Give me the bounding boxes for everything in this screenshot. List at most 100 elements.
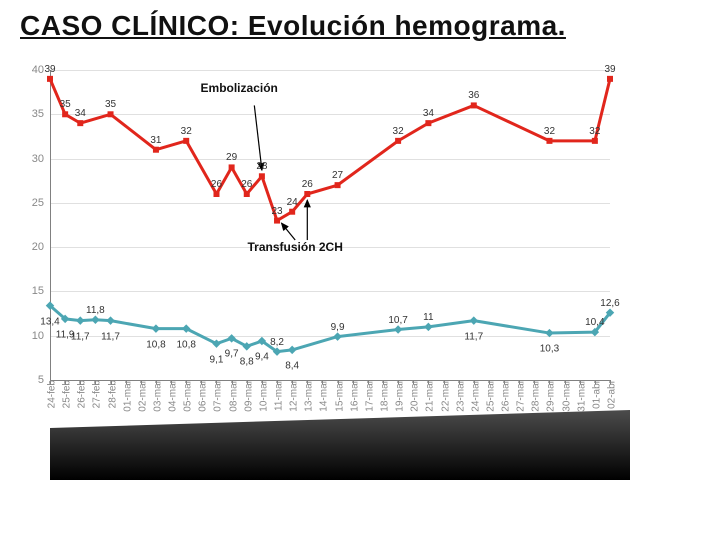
data-label-Hb: 11,7 — [71, 331, 90, 342]
x-axis-label: 02-abr — [603, 380, 618, 409]
data-label-Hto: 28 — [256, 161, 267, 172]
marker-Hto — [77, 120, 83, 126]
x-axis-label: 20-mar — [406, 380, 421, 412]
x-axis-label: 25-feb — [58, 380, 73, 408]
data-label-Hb: 9,4 — [255, 352, 269, 363]
x-axis-label: 14-mar — [315, 380, 330, 412]
marker-Hto — [425, 120, 431, 126]
x-axis-label: 24-feb — [43, 380, 58, 408]
marker-Hto — [229, 164, 235, 170]
data-label-Hto: 32 — [544, 126, 555, 137]
data-label-Hto: 39 — [44, 64, 55, 75]
slide-title: CASO CLÍNICO: Evolución hemograma. — [20, 10, 566, 42]
x-axis-label: 05-mar — [179, 380, 194, 412]
x-axis-label: 27-mar — [512, 380, 527, 412]
marker-Hb — [333, 332, 341, 340]
x-axis-label: 01-abr — [587, 380, 602, 409]
x-axis-label: 22-mar — [436, 380, 451, 412]
data-label-Hb: 11 — [423, 312, 433, 323]
data-label-Hb: 8,4 — [285, 360, 299, 371]
x-axis-label: 15-mar — [330, 380, 345, 412]
x-axis-label: 28-feb — [103, 380, 118, 408]
data-label-Hb: 9,1 — [210, 354, 224, 365]
data-label-Hto: 35 — [60, 99, 71, 110]
annotation-arrow — [282, 223, 296, 240]
x-axis-label: 16-mar — [345, 380, 360, 412]
x-axis-label: 24-mar — [466, 380, 481, 412]
x-axis-label: 13-mar — [300, 380, 315, 412]
marker-Hto — [62, 111, 68, 117]
x-axis-label: 17-mar — [360, 380, 375, 412]
marker-Hto — [289, 209, 295, 215]
data-label-Hto: 34 — [75, 108, 86, 119]
y-axis-label: 30 — [32, 153, 50, 165]
data-label-Hto: 26 — [241, 179, 252, 190]
annotation-label: Embolización — [201, 81, 278, 95]
marker-Hto — [592, 138, 598, 144]
marker-Hto — [335, 182, 341, 188]
x-axis-label: 26-feb — [73, 380, 88, 408]
marker-Hto — [304, 191, 310, 197]
data-label-Hb: 10,7 — [388, 315, 407, 326]
data-label-Hto: 34 — [423, 108, 434, 119]
data-label-Hb: 8,8 — [240, 357, 254, 368]
x-axis-label: 12-mar — [285, 380, 300, 412]
marker-Hto — [244, 191, 250, 197]
annotation-label: Transfusión 2CH — [248, 240, 343, 254]
data-label-Hb: 10,3 — [540, 344, 559, 355]
data-label-Hb: 8,2 — [270, 337, 284, 348]
data-label-Hto: 26 — [302, 179, 313, 190]
y-axis-label: 25 — [32, 197, 50, 209]
marker-Hto — [153, 147, 159, 153]
marker-Hto — [607, 76, 613, 82]
hemogram-chart: 51015202530354024-feb25-feb26-feb27-feb2… — [20, 60, 700, 460]
x-axis-label: 03-mar — [148, 380, 163, 412]
marker-Hto — [274, 218, 280, 224]
y-axis-label: 10 — [32, 330, 50, 342]
data-label-Hto: 26 — [211, 179, 222, 190]
data-label-Hto: 32 — [393, 126, 404, 137]
x-axis-label: 29-mar — [542, 380, 557, 412]
marker-Hto — [395, 138, 401, 144]
shadow-shape — [50, 410, 630, 480]
marker-Hb — [470, 316, 478, 324]
marker-Hb — [152, 324, 160, 332]
chart-svg — [50, 70, 610, 380]
marker-Hto — [183, 138, 189, 144]
x-axis-label: 09-mar — [239, 380, 254, 412]
x-axis-label: 26-mar — [497, 380, 512, 412]
data-label-Hb: 10,8 — [146, 339, 165, 350]
y-axis-label: 20 — [32, 241, 50, 253]
data-label-Hb: 9,7 — [225, 349, 239, 360]
shadow-svg — [50, 410, 630, 480]
marker-Hb — [91, 316, 99, 324]
x-axis-label: 19-mar — [391, 380, 406, 412]
marker-Hto — [259, 173, 265, 179]
series-line-Hto — [50, 79, 610, 221]
x-axis-label: 02-mar — [133, 380, 148, 412]
data-label-Hto: 32 — [181, 126, 192, 137]
marker-Hb — [545, 329, 553, 337]
marker-Hto — [47, 76, 53, 82]
marker-Hb — [394, 325, 402, 333]
data-label-Hto: 35 — [105, 99, 116, 110]
data-label-Hb: 11,8 — [86, 305, 105, 316]
data-label-Hb: 11,7 — [464, 331, 483, 342]
marker-Hb — [424, 323, 432, 331]
x-axis-label: 31-mar — [572, 380, 587, 412]
data-label-Hb: 9,9 — [331, 322, 345, 333]
marker-Hto — [108, 111, 114, 117]
data-label-Hto: 29 — [226, 152, 237, 163]
data-label-Hb: 13,4 — [40, 316, 59, 327]
data-label-Hb: 11,7 — [101, 331, 120, 342]
x-axis-label: 21-mar — [421, 380, 436, 412]
slide: CASO CLÍNICO: Evolución hemograma. 51015… — [0, 0, 720, 540]
x-axis-label: 07-mar — [209, 380, 224, 412]
plot-area: 51015202530354024-feb25-feb26-feb27-feb2… — [50, 70, 610, 380]
marker-Hto — [471, 102, 477, 108]
x-axis-label: 30-mar — [557, 380, 572, 412]
marker-Hb — [76, 316, 84, 324]
data-label-Hto: 36 — [468, 90, 479, 101]
data-label-Hto: 23 — [271, 206, 282, 217]
x-axis-label: 06-mar — [194, 380, 209, 412]
